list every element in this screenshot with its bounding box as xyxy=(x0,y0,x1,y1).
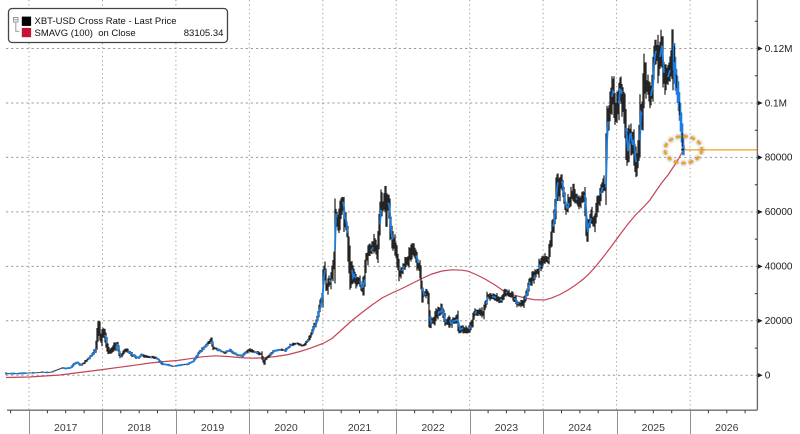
svg-text:2021: 2021 xyxy=(348,422,372,434)
svg-text:2020: 2020 xyxy=(274,422,298,434)
svg-text:0.12M: 0.12M xyxy=(765,44,793,55)
svg-text:0.1M: 0.1M xyxy=(765,98,787,109)
svg-text:2019: 2019 xyxy=(201,422,225,434)
svg-text:60000: 60000 xyxy=(765,207,793,218)
svg-text:2024: 2024 xyxy=(568,422,592,434)
svg-text:2018: 2018 xyxy=(128,422,152,434)
svg-text:2025: 2025 xyxy=(642,422,666,434)
svg-text:40000: 40000 xyxy=(765,262,793,273)
svg-text:2026: 2026 xyxy=(715,422,739,434)
svg-text:0: 0 xyxy=(765,371,771,382)
svg-text:2022: 2022 xyxy=(421,422,445,434)
svg-text:2023: 2023 xyxy=(495,422,519,434)
svg-text:83105.34: 83105.34 xyxy=(184,28,224,39)
svg-text:SMAVG (100) on Close: SMAVG (100) on Close xyxy=(35,28,136,39)
svg-text:20000: 20000 xyxy=(765,316,793,327)
svg-text:2017: 2017 xyxy=(54,422,78,434)
svg-text:80000: 80000 xyxy=(765,153,793,164)
svg-text:XBT-USD Cross Rate - Last Pric: XBT-USD Cross Rate - Last Price xyxy=(35,16,177,27)
